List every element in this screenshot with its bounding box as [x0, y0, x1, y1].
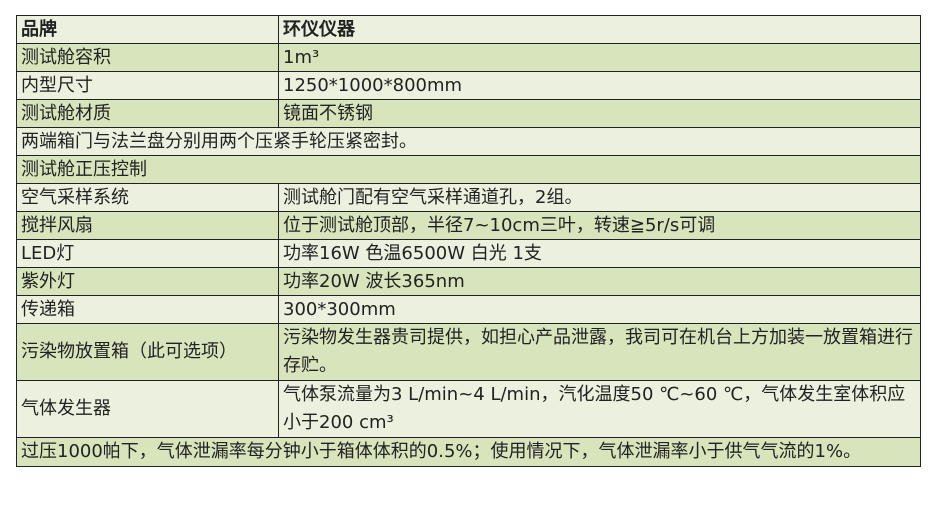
- row-key: 传递箱: [16, 295, 279, 324]
- row-key: LED灯: [16, 239, 279, 268]
- header-key: 品牌: [16, 15, 279, 44]
- table-row: 污染物放置箱（此可选项） 污染物发生器贵司提供，如担心产品泄露，我司可在机台上方加…: [16, 323, 921, 381]
- table-row: 空气采样系统 测试舱门配有空气采样通道孔，2组。: [16, 183, 921, 212]
- table-row: 传递箱 300*300mm: [16, 295, 921, 324]
- table-row: 紫外灯 功率20W 波长365nm: [16, 267, 921, 296]
- row-key: 搅拌风扇: [16, 211, 279, 240]
- table-row: 内型尺寸 1250*1000*800mm: [16, 71, 921, 100]
- row-full-text: 两端箱门与法兰盘分别用两个压紧手轮压紧密封。: [16, 127, 921, 156]
- table-row: 气体发生器 气体泵流量为3 L/min~4 L/min，汽化温度50 ℃~60 ℃…: [16, 380, 921, 438]
- table-row: 测试舱正压控制: [16, 155, 921, 184]
- header-value: 环仪仪器: [278, 15, 921, 44]
- table-row: 过压1000帕下，气体泄漏率每分钟小于箱体体积的0.5%；使用情况下，气体泄漏率…: [16, 437, 921, 467]
- row-value: 功率20W 波长365nm: [278, 267, 921, 296]
- row-value: 1m³: [278, 43, 921, 72]
- row-value: 气体泵流量为3 L/min~4 L/min，汽化温度50 ℃~60 ℃，气体发生…: [278, 380, 921, 438]
- row-value: 污染物发生器贵司提供，如担心产品泄露，我司可在机台上方加装一放置箱进行存贮。: [278, 323, 921, 381]
- row-value: 位于测试舱顶部，半径7~10cm三叶，转速≧5r/s可调: [278, 211, 921, 240]
- row-key: 测试舱材质: [16, 99, 279, 128]
- row-key: 内型尺寸: [16, 71, 279, 100]
- row-key: 空气采样系统: [16, 183, 279, 212]
- row-full-text: 测试舱正压控制: [16, 155, 921, 184]
- table-row: 两端箱门与法兰盘分别用两个压紧手轮压紧密封。: [16, 127, 921, 156]
- row-value: 300*300mm: [278, 295, 921, 324]
- spec-table: 品牌 环仪仪器 测试舱容积 1m³ 内型尺寸 1250*1000*800mm 测试舱材质…: [16, 15, 921, 467]
- row-key: 气体发生器: [16, 380, 279, 438]
- table-row: 测试舱材质 镜面不锈钢: [16, 99, 921, 128]
- row-value: 镜面不锈钢: [278, 99, 921, 128]
- table-row: 测试舱容积 1m³: [16, 43, 921, 72]
- row-value: 1250*1000*800mm: [278, 71, 921, 100]
- row-key: 紫外灯: [16, 267, 279, 296]
- row-key: 测试舱容积: [16, 43, 279, 72]
- table-row: LED灯 功率16W 色温6500W 白光 1支: [16, 239, 921, 268]
- row-key: 污染物放置箱（此可选项）: [16, 323, 279, 381]
- table-header-row: 品牌 环仪仪器: [16, 15, 921, 44]
- row-value: 测试舱门配有空气采样通道孔，2组。: [278, 183, 921, 212]
- table-row: 搅拌风扇 位于测试舱顶部，半径7~10cm三叶，转速≧5r/s可调: [16, 211, 921, 240]
- row-value: 功率16W 色温6500W 白光 1支: [278, 239, 921, 268]
- row-full-text: 过压1000帕下，气体泄漏率每分钟小于箱体体积的0.5%；使用情况下，气体泄漏率…: [16, 437, 921, 467]
